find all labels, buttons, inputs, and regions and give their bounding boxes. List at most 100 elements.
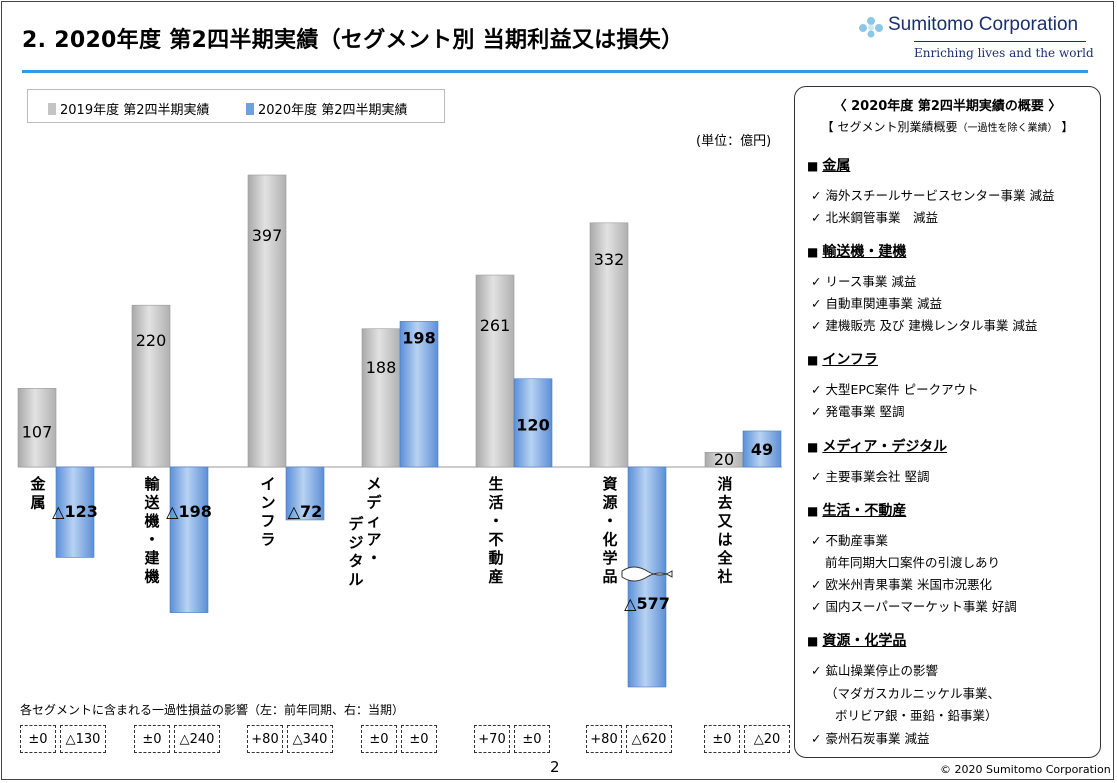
category-label-char: 全 [716,549,733,567]
bar-2020-2 [285,466,325,521]
oneoff-prior-value: ±0 [20,725,56,753]
bar-value-label-2020-6: 49 [751,440,773,459]
section-item: ✓ 海外スチールサービスセンター事業 減益 [811,188,1055,203]
category-label-char: タ [348,552,363,570]
category-label-char: ・ [144,531,159,549]
checkmark-icon: ✓ [811,663,822,678]
category-label-char: ・ [488,512,503,530]
section-item-continued: 前年同期大口案件の引渡しあり [825,555,1001,570]
logo-name: Sumitomo Corporation [888,14,1079,35]
bullet-square-icon: ■ [807,245,819,259]
section-head-resources: ■ 資源・化学品 [807,633,907,649]
legend-label-2019: 2019年度 第2四半期実績 [60,103,210,118]
bar-value-label-2020-0: △123 [52,502,98,521]
oneoff-prior-value: ±0 [134,725,170,753]
bar-value-label-2019-6: 20 [714,450,734,469]
category-label-char: 送 [143,494,160,512]
summary-panel: 〈 2020年度 第2四半期実績の概要 〉 【 セグメント別業績概要（一過性を除… [794,86,1101,758]
category-label-char: 消 [717,475,732,493]
bullet-square-icon: ■ [807,634,819,648]
checkmark-icon: ✓ [811,731,822,746]
chart-legend: 2019年度 第2四半期実績 2020年度 第2四半期実績 [27,89,445,123]
section-item: ✓ 不動産事業 [811,533,888,548]
oneoff-prior-value: +80 [586,725,622,753]
category-label-char: 金 [29,475,46,493]
oneoff-prior-value: ±0 [704,725,740,753]
category-label-char: ・ [602,512,617,530]
summary-subtitle-small: （一過性を除く業績） [957,123,1058,134]
oneoff-current-value: △20 [744,725,790,753]
category-label-char: 動 [488,549,503,567]
bar-2020-6 [742,430,782,468]
bar-2019-2 [247,174,287,468]
company-logo: Sumitomo Corporation Enriching lives and… [858,12,1094,64]
category-label-char: 輸 [144,475,160,493]
category-label-char: デ [366,494,382,512]
bar-value-label-2019-2: 397 [252,226,283,245]
category-label-char: 建 [144,549,160,567]
bar-value-label-2019-5: 332 [594,250,625,269]
section-head-transport: ■ 輸送機・建機 [807,244,907,260]
category-label-char: ・ [366,549,381,567]
logo-mark-icon [859,17,883,38]
bar-value-label-2019-0: 107 [22,423,53,442]
category-label-char: 品 [602,568,617,586]
section-head-living: ■ 生活・不動産 [807,503,907,519]
category-label-char: 学 [602,549,617,567]
bar-2020-3 [399,321,439,468]
oneoff-prior-value: +80 [247,725,283,753]
bar-2019-3 [361,328,401,468]
bar-2020-0 [55,466,95,558]
category-label-char: は [717,531,732,549]
unit-label: (単位：億円) [696,134,772,149]
section-head-metals: ■ 金属 [807,158,851,174]
checkmark-icon: ✓ [811,533,822,548]
category-label-char: 機 [144,568,159,586]
oneoff-current-value: ±0 [514,725,550,753]
bullet-square-icon: ■ [807,159,819,173]
section-item-continued: ボリビア銀・亜鉛・鉛事業） [835,708,998,723]
checkmark-icon: ✓ [811,318,822,333]
bullet-square-icon: ■ [807,440,819,454]
bar-value-label-2019-4: 261 [480,316,511,335]
checkmark-icon: ✓ [811,210,822,225]
page-number: 2 [550,758,560,776]
category-label-char: 産 [488,568,503,586]
category-label-char: ル [348,571,363,589]
oneoff-current-value: △130 [60,725,106,753]
bar-2019-5 [589,222,629,468]
bullet-square-icon: ■ [807,353,819,367]
category-label-char: ジ [348,534,363,552]
bar-2019-1 [131,304,171,468]
legend-label-2020: 2020年度 第2四半期実績 [258,103,408,118]
legend-item-2020: 2020年度 第2四半期実績 [246,99,408,118]
section-item: ✓ 鉱山操業停止の影響 [811,663,938,678]
category-label-char: 化 [602,531,617,549]
section-head-infra: ■ インフラ [807,352,878,368]
summary-title: 〈 2020年度 第2四半期実績の概要 〉 [833,99,1062,114]
category-label-char: 又 [717,512,733,530]
bar-value-label-2020-3: 198 [402,328,435,347]
checkmark-icon: ✓ [811,577,822,592]
bar-value-label-2020-1: △198 [166,502,212,521]
axis-break-mark [621,566,673,582]
bar-value-label-2020-4: 120 [516,416,549,435]
section-item: ✓ 大型EPC案件 ピークアウト [811,382,979,397]
bar-2019-0 [17,388,57,468]
category-label-char: 機 [144,512,159,530]
checkmark-icon: ✓ [811,404,822,419]
section-item: ✓ 北米鋼管事業 減益 [811,210,938,225]
oneoff-current-value: △340 [287,725,333,753]
checkmark-icon: ✓ [811,469,822,484]
logo-tagline: Enriching lives and the world [914,46,1094,60]
category-label-char: 不 [488,531,503,549]
category-label-char: デ [348,515,364,533]
category-label-char: 活 [488,494,503,512]
logo-divider [914,41,1086,42]
section-head-media: ■ メディア・デジタル [807,439,948,455]
oneoff-prior-value: ±0 [361,725,397,753]
title-rule [22,70,1088,73]
summary-subtitle-end: 】 [1061,120,1074,134]
category-label-char: 社 [716,568,732,586]
